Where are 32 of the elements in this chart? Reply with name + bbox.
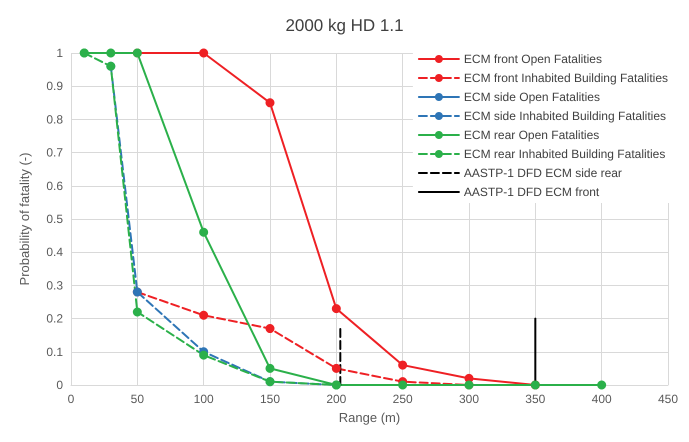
y-tick-label: 0.8: [46, 112, 64, 126]
x-tick-label: 400: [592, 392, 612, 406]
y-tick-label: 0.2: [46, 312, 64, 326]
x-tick-label: 200: [326, 392, 347, 406]
legend-label: ECM side Inhabited Building Fatalities: [464, 109, 666, 123]
legend-label: AASTP-1 DFD ECM side rear: [464, 166, 622, 180]
y-tick-label: 0.3: [46, 278, 64, 292]
x-tick-label: 300: [458, 392, 480, 406]
x-tick-label: 150: [260, 392, 280, 406]
x-tick-label: 350: [525, 392, 546, 406]
legend-label: ECM rear Inhabited Building Fatalities: [464, 147, 666, 161]
y-tick-label: 0.5: [46, 212, 64, 226]
y-tick-label: 0.7: [46, 146, 64, 160]
x-axis-title: Range (m): [338, 410, 400, 425]
legend-label: ECM front Open Fatalities: [464, 52, 602, 66]
y-tick-label: 0.4: [46, 245, 64, 260]
x-tick-label: 50: [130, 392, 144, 406]
x-tick-label: 100: [194, 392, 214, 406]
y-axis-title: Probability of fatality (-): [17, 152, 32, 286]
y-tick-label: 1: [56, 46, 64, 60]
y-tick-label: 0.9: [46, 79, 64, 94]
legend-label: ECM rear Open Fatalities: [464, 128, 600, 142]
chart-title: 2000 kg HD 1.1: [285, 16, 404, 35]
y-tick-label: 0.6: [46, 178, 64, 193]
x-tick-label: 250: [392, 392, 413, 406]
legend-label: ECM front Inhabited Building Fatalities: [464, 71, 668, 85]
legend-label: ECM side Open Fatalities: [464, 90, 600, 104]
legend-label: AASTP-1 DFD ECM front: [464, 185, 600, 199]
x-tick-label: 450: [658, 392, 678, 406]
y-tick-label: 0: [56, 378, 64, 392]
y-tick-label: 0.1: [46, 344, 64, 359]
x-tick-label: 0: [68, 392, 75, 406]
